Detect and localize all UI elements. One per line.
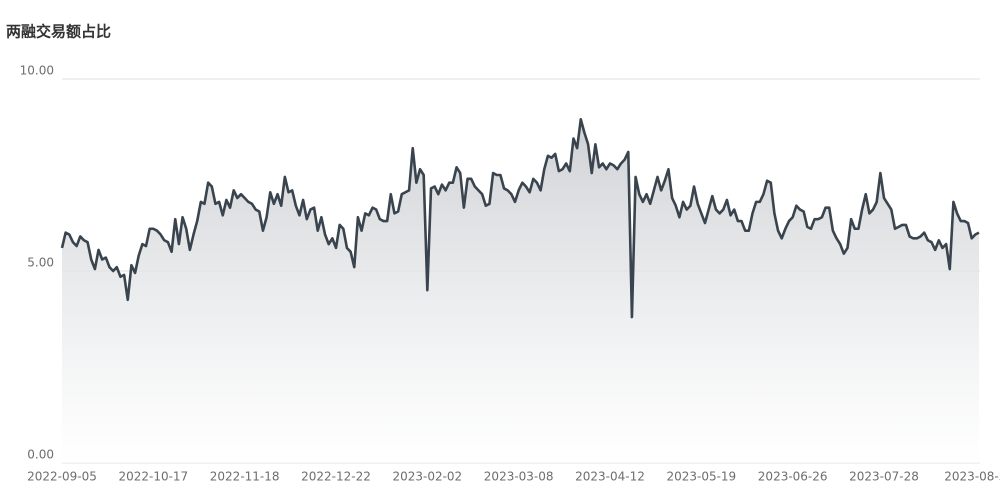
x-tick-label: 2022-11-18 xyxy=(210,470,280,484)
x-tick-label: 2023-02-02 xyxy=(392,470,462,484)
x-tick-label: 2023-08-3 xyxy=(944,470,1000,484)
x-tick-label: 2022-09-05 xyxy=(27,470,97,484)
chart-title: 两融交易额占比 xyxy=(6,23,111,41)
x-tick-label: 2022-10-17 xyxy=(118,470,188,484)
x-tick-label: 2023-04-12 xyxy=(575,470,645,484)
area xyxy=(62,119,979,463)
x-tick-label: 2023-03-08 xyxy=(484,470,554,484)
x-tick-label: 2023-06-26 xyxy=(758,470,828,484)
x-tick-label: 2023-07-28 xyxy=(849,470,919,484)
x-tick-label: 2022-12-22 xyxy=(301,470,371,484)
y-tick-label: 10.00 xyxy=(20,64,54,78)
y-tick-label: 0.00 xyxy=(27,448,54,462)
line xyxy=(60,118,980,319)
x-tick-label: 2023-05-19 xyxy=(666,470,736,484)
y-tick-label: 5.00 xyxy=(27,256,54,270)
